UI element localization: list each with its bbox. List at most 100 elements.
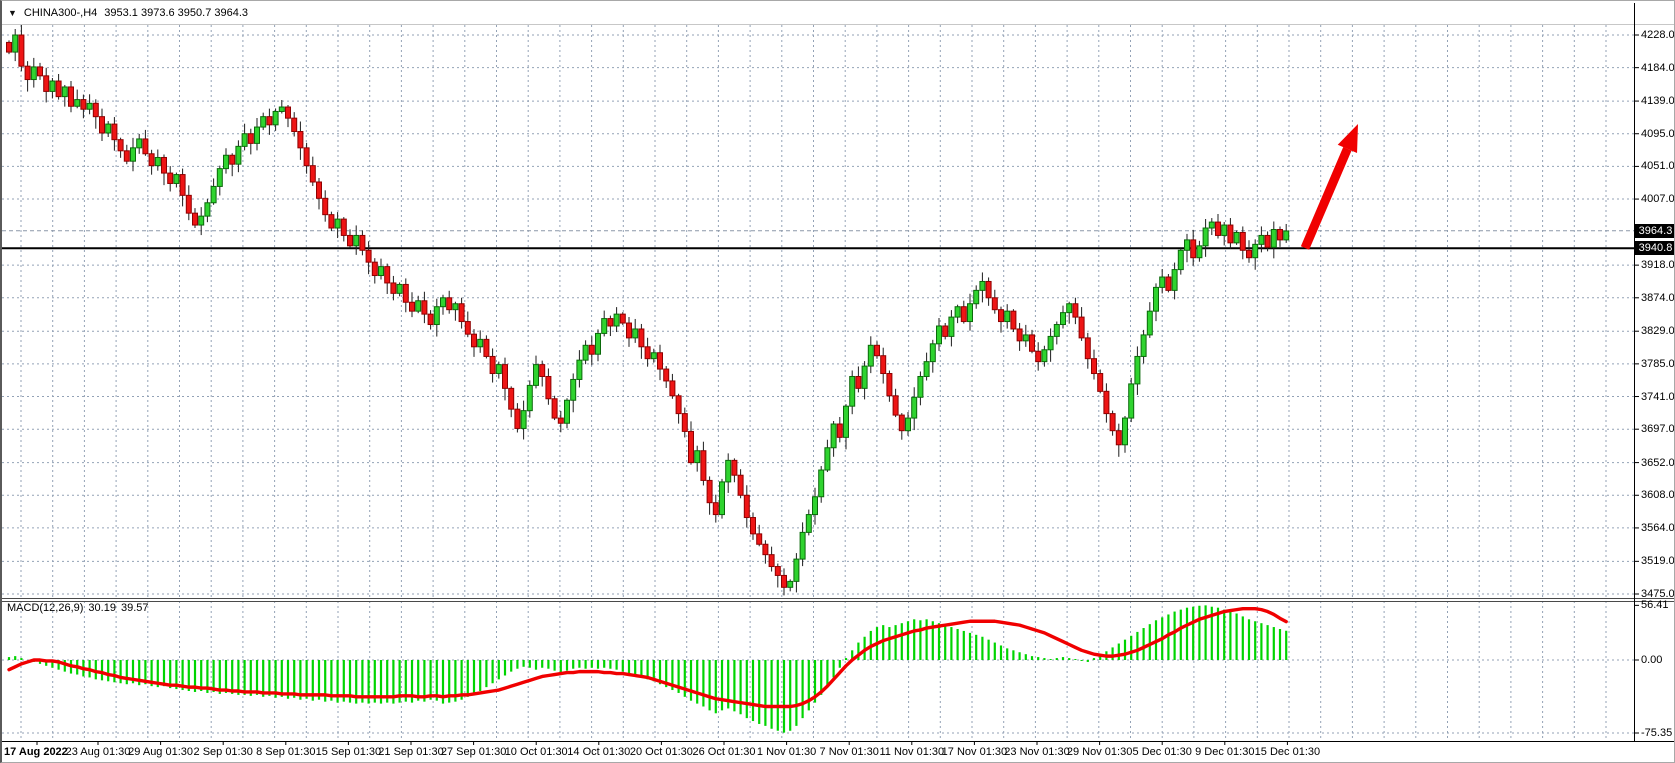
candle-body: [1128, 383, 1135, 419]
candle-body: [911, 396, 918, 419]
candle-body: [92, 102, 99, 118]
candle-body: [415, 300, 422, 312]
symbol-dropdown-icon[interactable]: ▼: [8, 7, 17, 18]
candle-body: [973, 289, 980, 305]
candle-body: [167, 172, 174, 184]
candle-body: [855, 375, 862, 389]
candle-body: [1140, 334, 1147, 357]
candle-body: [173, 174, 180, 184]
candle-body: [1091, 358, 1097, 375]
candle-body: [1283, 230, 1290, 241]
candle-body: [148, 153, 155, 167]
candle-body: [799, 531, 806, 560]
candle-body: [1171, 269, 1178, 291]
candle-body: [886, 373, 893, 397]
candle-body: [111, 123, 118, 141]
candle-body: [1053, 324, 1060, 337]
macd-name: MACD(12,26,9): [7, 602, 84, 614]
candle-body: [719, 481, 725, 516]
candle-body: [433, 306, 440, 326]
candle-body: [198, 215, 205, 226]
candle-body: [998, 309, 1004, 323]
candle-body: [359, 234, 366, 251]
candle-body: [1153, 286, 1159, 312]
candle-body: [1184, 239, 1190, 251]
candle-body: [6, 41, 12, 53]
candle-body: [161, 156, 167, 174]
candle-body: [533, 364, 539, 386]
candle-body: [700, 450, 707, 481]
candle-body: [291, 117, 298, 133]
candle-body: [1016, 328, 1023, 342]
candle-body: [694, 450, 701, 464]
candle-body: [1115, 430, 1122, 446]
candle-body: [706, 479, 713, 504]
candle-body: [179, 174, 186, 196]
candle-body: [743, 494, 750, 519]
candle-body: [892, 395, 899, 416]
candle-body: [185, 194, 192, 214]
candle-body: [1215, 221, 1221, 236]
candle-body: [619, 313, 626, 324]
candle-body: [508, 387, 515, 410]
candle-body: [1239, 231, 1246, 251]
candle-body: [1277, 228, 1283, 241]
candle-body: [446, 297, 453, 311]
candle-body: [452, 303, 459, 311]
candle-body: [235, 145, 242, 165]
candle-body: [762, 543, 769, 556]
candle-body: [471, 333, 477, 348]
candle-body: [266, 116, 273, 126]
candle-body: [1022, 334, 1029, 342]
candle-body: [1097, 373, 1104, 392]
candle-body: [576, 359, 583, 380]
candle-body: [942, 325, 949, 337]
candle-body: [613, 313, 620, 327]
candle-body: [68, 86, 74, 107]
candle-body: [365, 249, 372, 263]
candle-body: [117, 139, 124, 152]
candle-body: [241, 133, 248, 147]
candle-body: [502, 364, 508, 389]
candle-body: [1035, 350, 1042, 363]
candle-body: [229, 154, 236, 165]
candle-body: [340, 218, 347, 236]
candle-body: [130, 147, 136, 162]
candle-body: [1078, 316, 1085, 339]
trend-arrow-head[interactable]: [1337, 124, 1358, 153]
candle-body: [1165, 276, 1172, 291]
candle-body: [1122, 417, 1128, 446]
candle-body: [861, 365, 868, 389]
candle-body: [514, 408, 521, 429]
candle-body: [49, 80, 56, 92]
candle-body: [874, 344, 880, 357]
candle-body: [1060, 312, 1066, 326]
candle-body: [905, 417, 911, 432]
candle-body: [154, 156, 161, 167]
candle-body: [1004, 310, 1011, 323]
candle-body: [427, 313, 434, 326]
candle-body: [638, 328, 645, 348]
candle-body: [539, 364, 546, 377]
candle-body: [750, 517, 756, 535]
candle-body: [1010, 310, 1017, 330]
candle-body: [204, 202, 211, 217]
candle-body: [334, 218, 341, 229]
candle-body: [663, 368, 670, 382]
candle-body: [781, 574, 787, 588]
candle-body: [86, 102, 93, 110]
candle-body: [489, 355, 496, 375]
candle-body: [1202, 227, 1209, 247]
candle-body: [979, 280, 986, 291]
macd-value: 30.19: [88, 602, 116, 614]
candle-body: [483, 338, 490, 357]
candle-body: [80, 99, 87, 110]
candle-body: [898, 414, 905, 432]
candle-body: [843, 405, 849, 438]
candle-body: [774, 566, 781, 576]
candle-body: [105, 123, 112, 134]
candle-body: [787, 580, 794, 588]
trend-arrow-shaft[interactable]: [1300, 147, 1352, 250]
